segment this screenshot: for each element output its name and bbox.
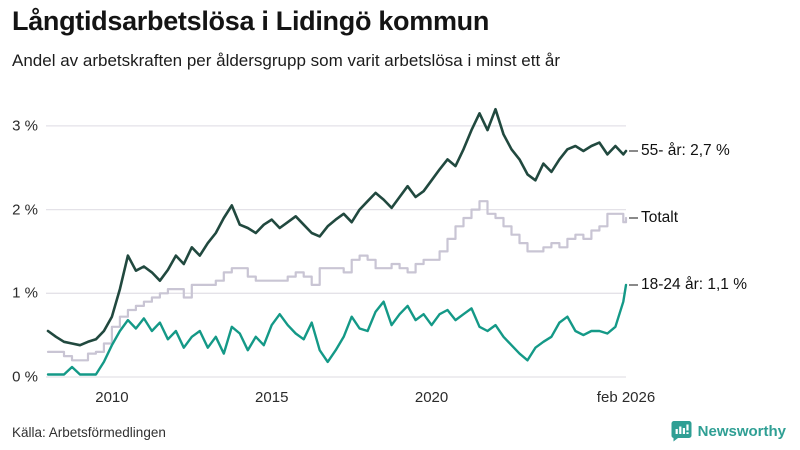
y-axis-tick-label: 2 % (12, 201, 38, 219)
series-line-55-r (46, 107, 628, 347)
series-end-label-text: Totalt (641, 208, 679, 226)
newsworthy-brand-link[interactable]: Newsworthy (671, 420, 786, 442)
x-axis-tick-label: 2010 (95, 389, 129, 406)
series-line-18-24-r (46, 283, 628, 376)
page-subtitle: Andel av arbetskraften per åldersgrupp s… (12, 51, 561, 70)
page-title: Långtidsarbetslösa i Lidingö kommun (12, 6, 490, 36)
x-axis-tick-label: feb 2026 (596, 389, 656, 406)
y-axis-tick-label: 3 % (12, 117, 38, 135)
chart-footer: Källa: Arbetsförmedlingen Newsworthy (0, 416, 800, 444)
series-end-label: 18-24 år: 1,1 % (629, 276, 747, 294)
brand-name: Newsworthy (697, 422, 786, 440)
x-axis-tick-label: 2020 (414, 389, 449, 406)
series-end-label: 55- år: 2,7 % (629, 142, 730, 160)
y-axis-tick-label: 1 % (12, 284, 38, 302)
label-dash-icon (629, 216, 638, 219)
label-dash-icon (629, 283, 638, 286)
series-end-label-text: 55- år: 2,7 % (641, 142, 730, 159)
source-note: Källa: Arbetsförmedlingen (12, 425, 166, 440)
x-axis-tick-label: 2015 (255, 389, 289, 406)
chart-header: Långtidsarbetslösa i Lidingö kommun Ande… (12, 6, 792, 71)
bar-chart-speech-bubble-icon (671, 420, 692, 442)
label-dash-icon (629, 150, 638, 152)
y-axis-tick-label: 0 % (12, 368, 38, 386)
series-end-label: Totalt (629, 209, 678, 227)
series-end-label-text: 18-24 år: 1,1 % (641, 275, 747, 293)
series-line-totalt (46, 200, 628, 362)
